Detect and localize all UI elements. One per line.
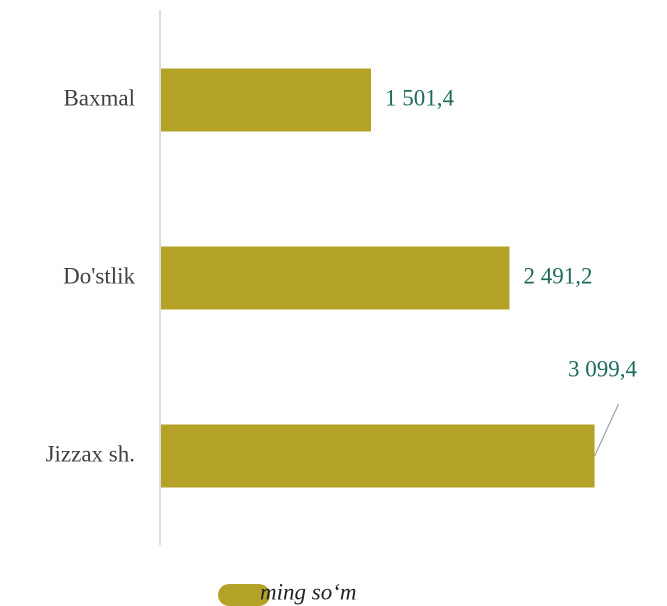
value-label: 1 501,4: [385, 85, 455, 110]
bar: [161, 68, 372, 132]
value-label: 2 491,2: [523, 263, 592, 288]
category-label: Baxmal: [63, 85, 135, 110]
bar: [161, 424, 595, 488]
leader-line: [593, 403, 620, 457]
value-label: 3 099,4: [568, 356, 638, 381]
legend-swatch: [218, 584, 270, 606]
category-label: Jizzax sh.: [46, 441, 135, 466]
bar: [161, 246, 510, 310]
category-label: Do'stlik: [63, 263, 135, 288]
legend-label: ming so‘m: [260, 579, 356, 604]
